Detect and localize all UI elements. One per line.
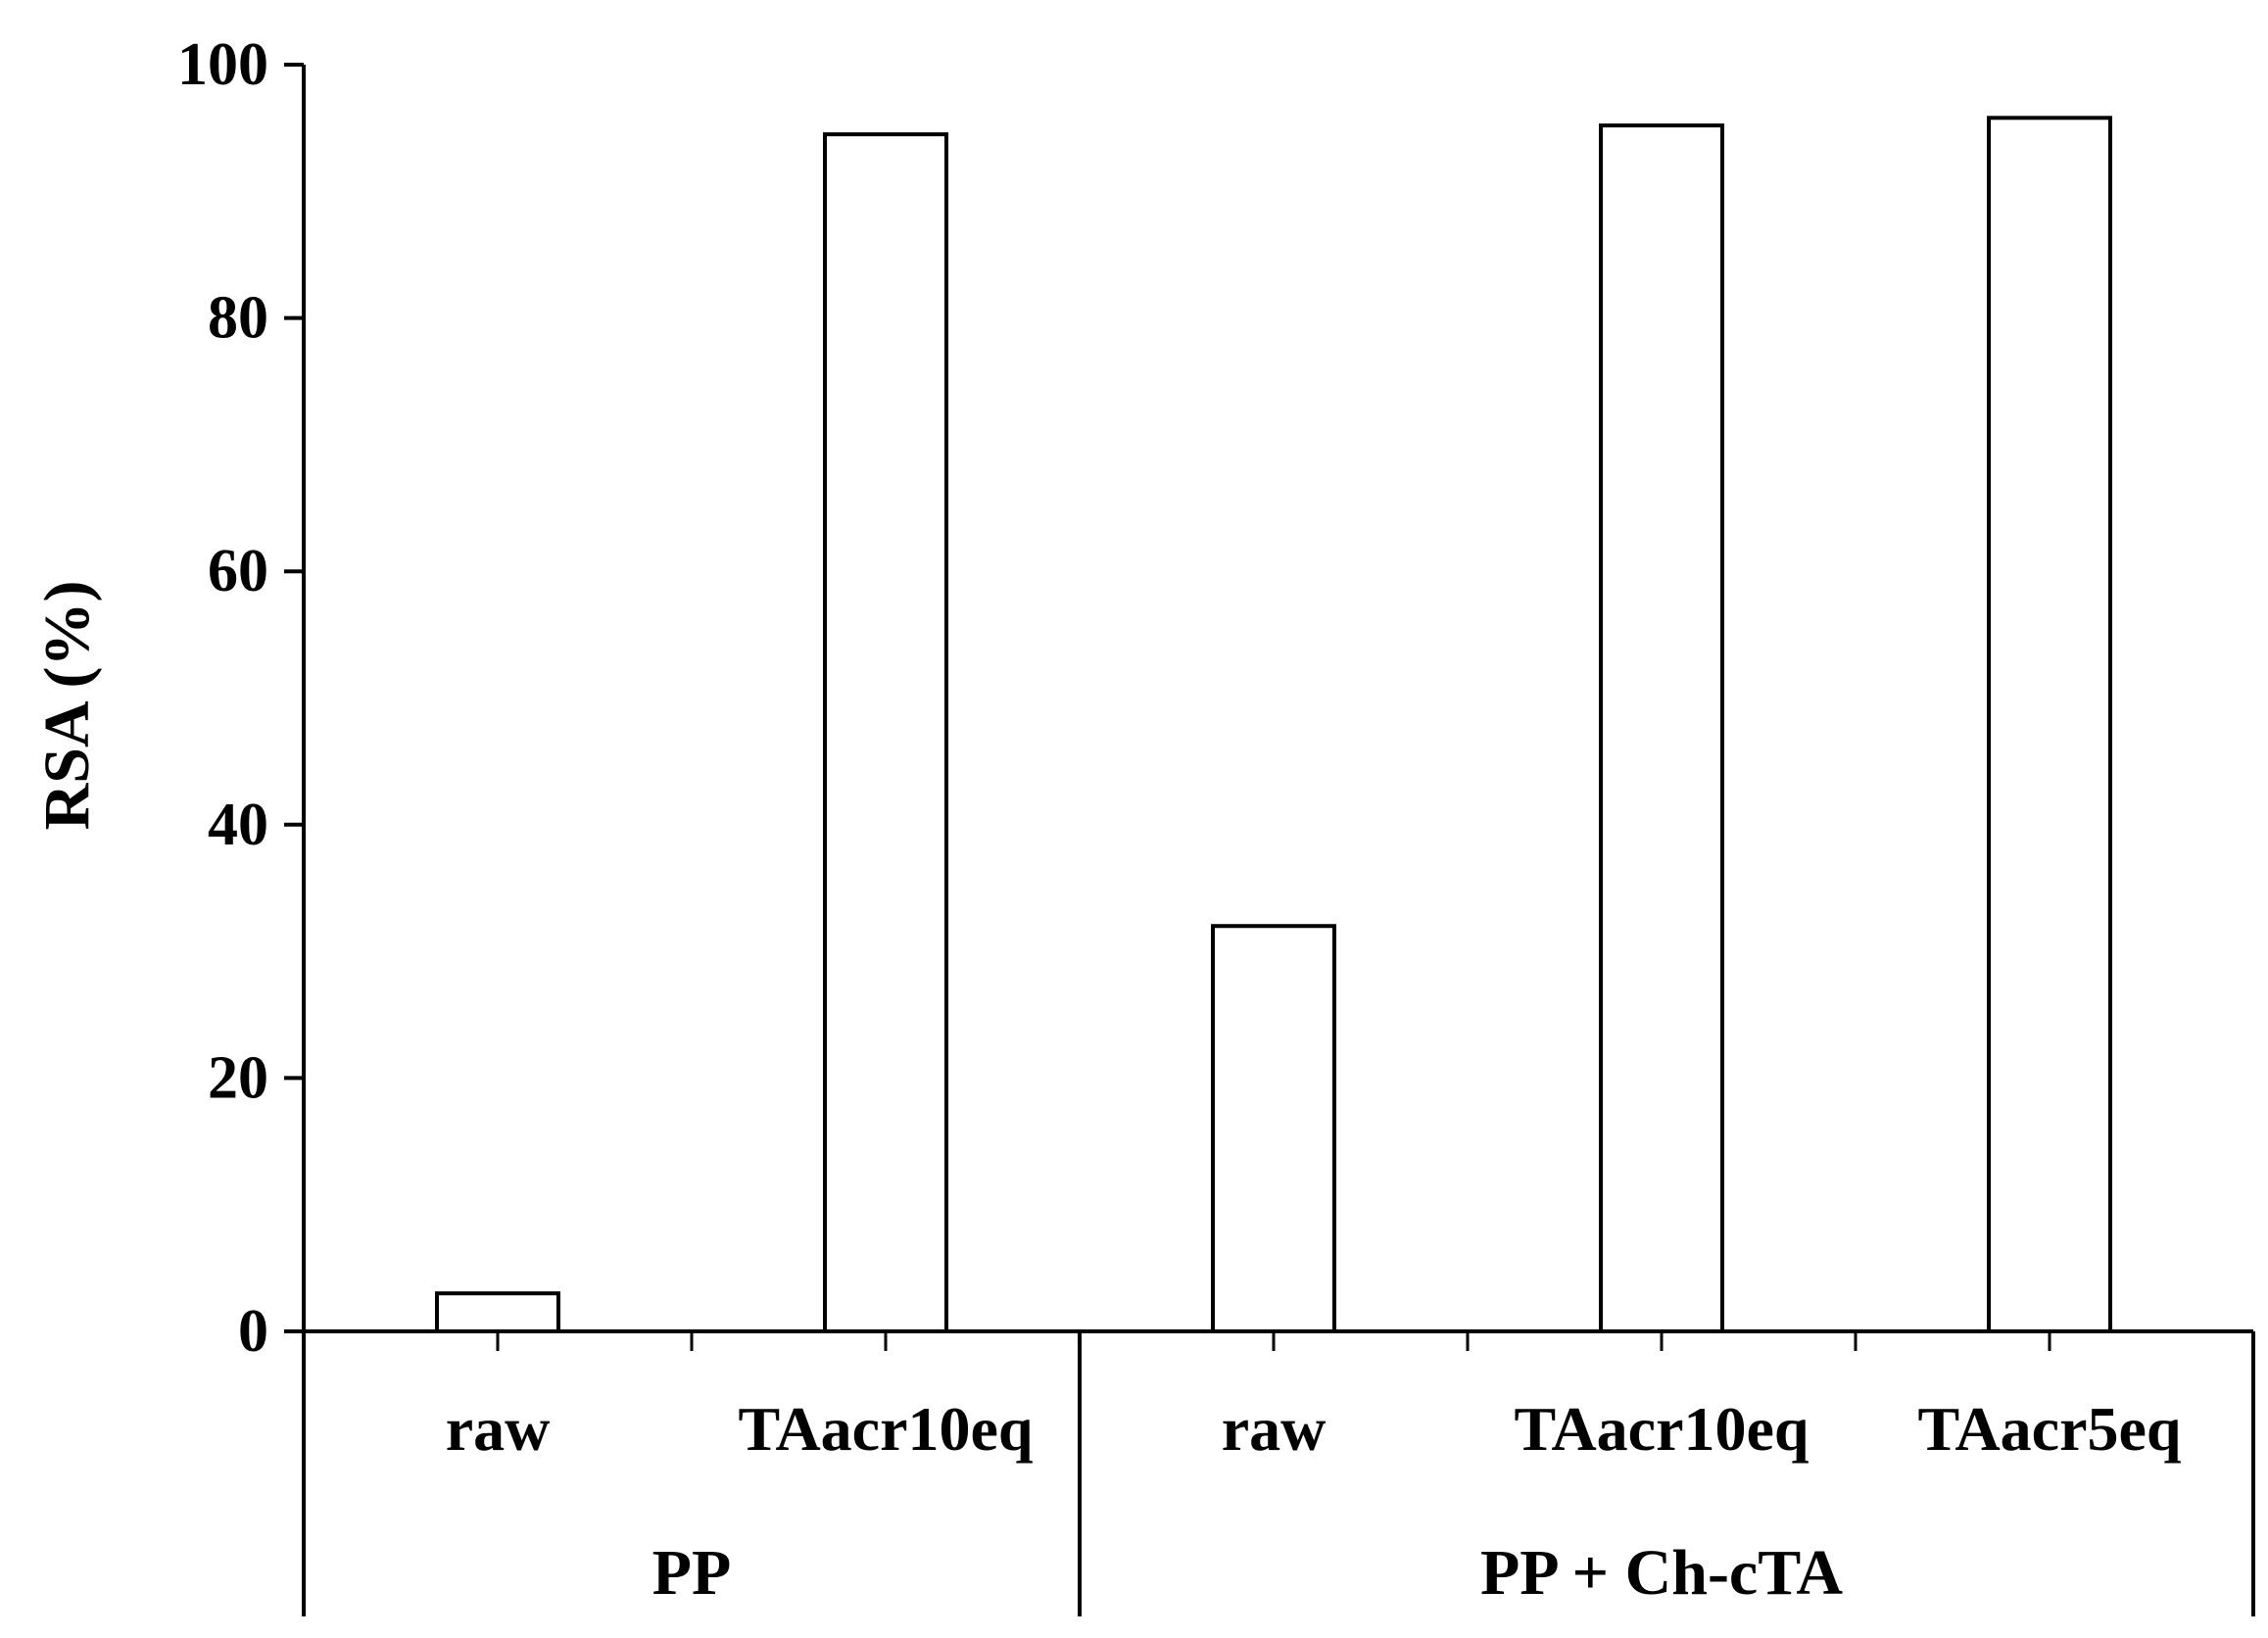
labels-layer: 0 20 40 60 80 100 RSA (%) raw TAacr10eq raw TAacr1… (31, 31, 2181, 1609)
category-label: TAacr10eq (739, 1394, 1034, 1464)
bar (1599, 123, 1724, 1334)
bar (435, 1291, 560, 1333)
category-label: raw (1222, 1394, 1327, 1464)
category-label: raw (446, 1394, 551, 1464)
y-axis-title: RSA (%) (31, 581, 103, 831)
y-tick-label: 100 (177, 31, 268, 98)
bars-layer (435, 116, 2112, 1334)
category-label: TAacr5eq (1918, 1394, 2182, 1464)
category-label: TAacr10eq (1515, 1394, 1810, 1464)
y-tick-label: 0 (238, 1298, 268, 1365)
bar (1211, 924, 1336, 1333)
bar (1987, 116, 2112, 1333)
y-tick-label: 20 (208, 1044, 268, 1111)
y-tick-label: 40 (208, 792, 268, 858)
group-label: PP + Ch-cTA (1480, 1537, 1843, 1609)
bar (823, 132, 948, 1334)
axis-layer (284, 63, 2255, 1616)
group-label: PP (652, 1537, 732, 1609)
y-tick-label: 80 (208, 285, 268, 352)
y-tick-label: 60 (208, 538, 268, 604)
